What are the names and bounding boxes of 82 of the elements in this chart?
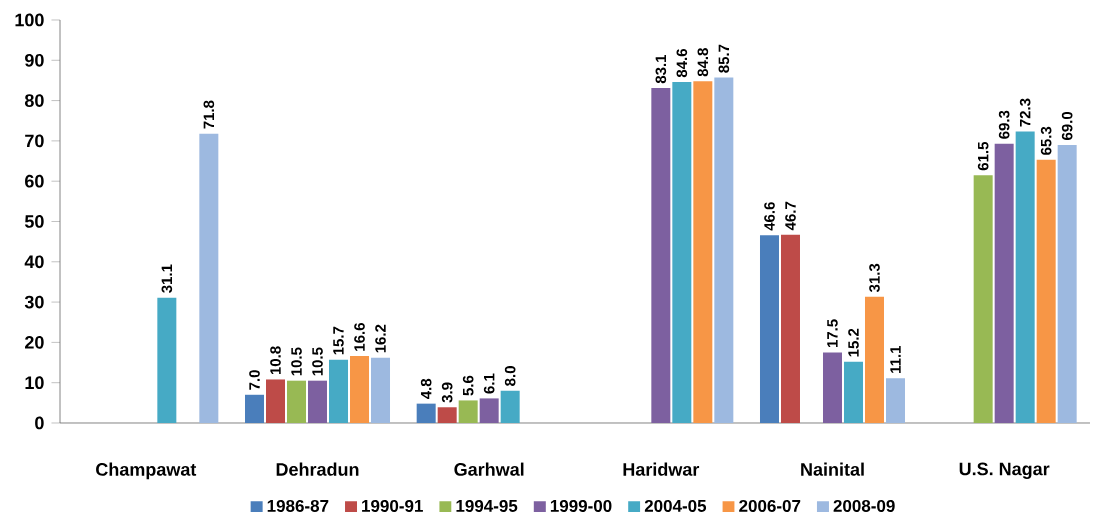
bar bbox=[973, 175, 993, 423]
x-tick-label: Haridwar bbox=[623, 462, 700, 476]
y-tick-label: 0 bbox=[35, 416, 44, 430]
data-label: 5.6 bbox=[462, 375, 474, 396]
y-tick-label: 20 bbox=[25, 336, 44, 349]
bar bbox=[1036, 159, 1056, 423]
bar bbox=[416, 403, 436, 423]
legend-label: 1990-91 bbox=[362, 499, 423, 512]
bar bbox=[693, 81, 713, 423]
data-label: 17.5 bbox=[827, 319, 838, 348]
data-label: 4.8 bbox=[420, 378, 432, 400]
bar bbox=[651, 88, 671, 423]
data-label: 31.1 bbox=[161, 264, 173, 293]
data-label: 85.7 bbox=[718, 44, 730, 73]
y-tick-label: 90 bbox=[25, 53, 44, 67]
bar bbox=[437, 407, 457, 423]
bar bbox=[1015, 131, 1035, 423]
data-label: 10.5 bbox=[291, 347, 302, 376]
x-tick-label: Nainital bbox=[801, 462, 864, 476]
data-label: 8.0 bbox=[504, 366, 516, 386]
y-tick-label: 100 bbox=[15, 13, 44, 27]
bar bbox=[245, 394, 265, 423]
data-label: 31.3 bbox=[869, 263, 880, 293]
bar bbox=[759, 235, 779, 423]
data-label: 61.5 bbox=[977, 141, 989, 171]
y-tick-label: 10 bbox=[25, 376, 44, 390]
y-tick-label: 70 bbox=[25, 134, 44, 148]
bar bbox=[371, 357, 391, 423]
data-label: 71.8 bbox=[203, 100, 215, 129]
data-label: 84.6 bbox=[676, 48, 688, 78]
data-label: 16.2 bbox=[375, 324, 386, 353]
legend-label: 1986-87 bbox=[267, 499, 329, 512]
bar bbox=[479, 398, 499, 423]
y-tick-label: 30 bbox=[24, 295, 44, 309]
bar bbox=[822, 352, 842, 423]
bar bbox=[994, 143, 1014, 423]
y-tick-label: 50 bbox=[24, 215, 44, 228]
bar bbox=[714, 77, 734, 423]
data-label: 83.1 bbox=[655, 54, 667, 84]
bar bbox=[199, 133, 219, 423]
data-label: 10.8 bbox=[270, 346, 281, 375]
data-label: 11.1 bbox=[890, 345, 901, 373]
data-label: 46.6 bbox=[764, 202, 775, 231]
data-label: 65.3 bbox=[1040, 126, 1052, 155]
y-tick-label: 60 bbox=[25, 174, 44, 188]
legend-label: 2004-05 bbox=[644, 499, 707, 512]
legend-label: 2008-09 bbox=[833, 499, 895, 512]
data-label: 69.3 bbox=[998, 110, 1010, 139]
x-tick-label: Garhwal bbox=[454, 462, 524, 476]
data-label: 46.7 bbox=[785, 201, 796, 231]
bar bbox=[780, 234, 800, 423]
bar bbox=[329, 359, 349, 423]
bar bbox=[157, 297, 177, 423]
bar bbox=[843, 361, 863, 423]
x-tick-label: U.S. Nagar bbox=[959, 462, 1050, 479]
bar bbox=[1057, 144, 1077, 423]
data-label: 15.7 bbox=[333, 326, 344, 355]
bar bbox=[287, 380, 307, 423]
data-label: 6.1 bbox=[483, 373, 495, 394]
bar bbox=[266, 379, 286, 423]
data-label: 7.0 bbox=[249, 370, 260, 390]
bar bbox=[672, 82, 692, 423]
data-label: 84.8 bbox=[697, 48, 709, 77]
data-label: 10.5 bbox=[312, 347, 323, 376]
bar bbox=[308, 380, 328, 423]
bar bbox=[350, 356, 370, 423]
bar bbox=[500, 390, 520, 423]
legend-label: 1994-95 bbox=[456, 499, 518, 512]
x-tick-label: Dehradun bbox=[276, 462, 359, 476]
bar bbox=[458, 400, 478, 423]
data-label: 3.9 bbox=[441, 382, 453, 403]
legend-label: 2006-07 bbox=[739, 499, 801, 512]
data-label: 16.6 bbox=[354, 323, 365, 351]
bar bbox=[864, 296, 884, 423]
y-tick-label: 80 bbox=[24, 94, 44, 107]
legend-label: 1999-00 bbox=[550, 499, 612, 512]
data-label: 15.2 bbox=[848, 328, 859, 357]
data-label: 72.3 bbox=[1019, 98, 1031, 127]
x-tick-label: Champawat bbox=[96, 462, 197, 480]
data-label: 69.0 bbox=[1061, 111, 1073, 140]
bar bbox=[885, 378, 905, 423]
y-tick-label: 40 bbox=[24, 255, 44, 269]
